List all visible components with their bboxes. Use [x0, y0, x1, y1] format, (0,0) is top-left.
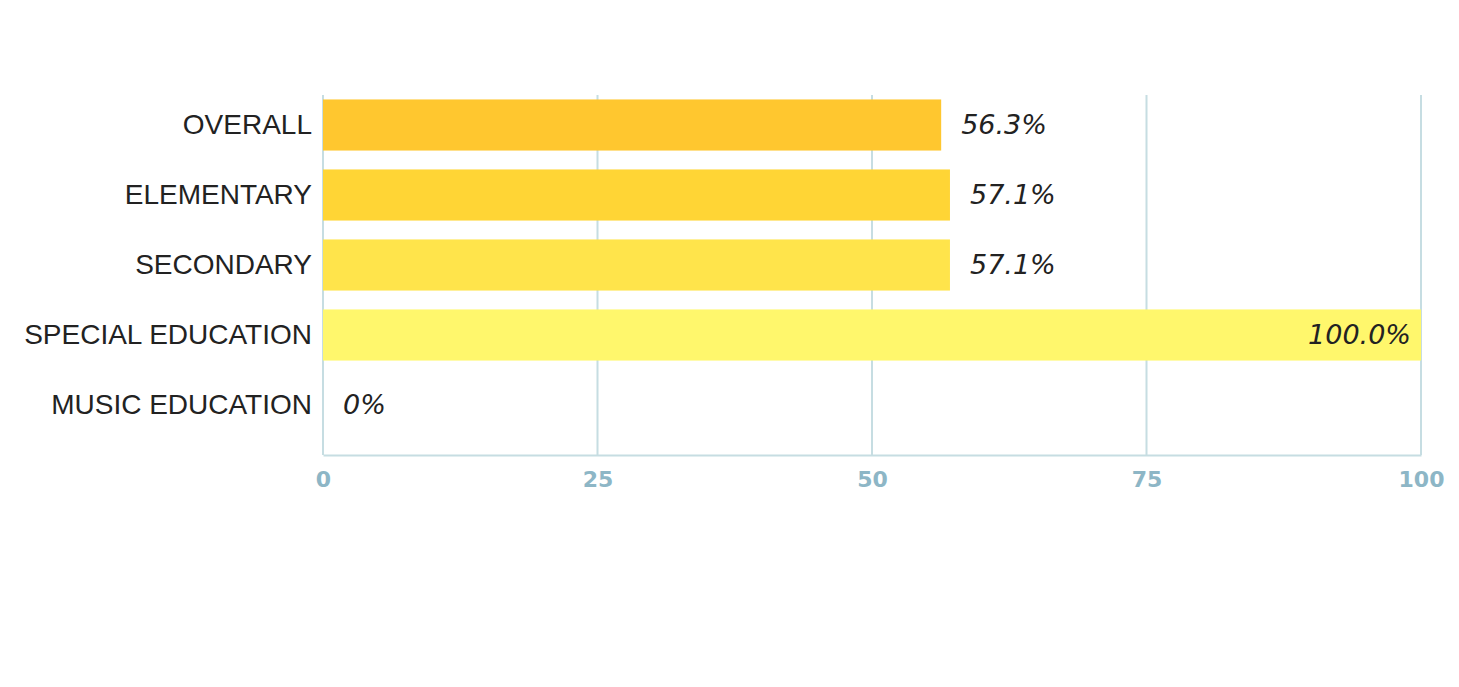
tick-label: 100 [1399, 467, 1445, 492]
tick: SPECIAL EDUCATION [24, 319, 323, 350]
grid-line [1420, 95, 1422, 455]
data-label: 56.3% [961, 109, 1047, 140]
category-label: ELEMENTARY [125, 179, 313, 210]
tick: MUSIC EDUCATION [51, 389, 323, 420]
data-label: 57.1% [970, 249, 1056, 280]
data-label: 57.1% [970, 179, 1056, 210]
tick: 50 [857, 455, 888, 492]
tick-label: 50 [857, 467, 888, 492]
tick: ELEMENTARY [125, 179, 323, 210]
data-label: 0% [343, 389, 386, 420]
tick-label: 75 [1132, 467, 1163, 492]
category-axis: OVERALL ELEMENTARY SECONDARY SPECIAL EDUCAT… [24, 109, 323, 420]
tick: 100 [1399, 455, 1445, 492]
grid [323, 95, 1421, 455]
category-label: OVERALL [183, 109, 312, 140]
category-label: MUSIC EDUCATION [51, 389, 312, 420]
tick: 25 [583, 455, 614, 492]
grid-line [1146, 95, 1148, 455]
data-label: 100.0% [1308, 319, 1411, 350]
x-axis: 0 25 50 75 100 [316, 455, 1445, 492]
data-labels: 56.3% 57.1% 57.1% 100.0% 0% [343, 109, 1411, 420]
bars [323, 99, 1421, 360]
tick-label: 25 [583, 467, 614, 492]
tick-label: 0 [316, 467, 331, 492]
bar [323, 379, 324, 430]
bar [323, 309, 1421, 360]
axis-line [324, 455, 1422, 457]
bar [323, 169, 950, 220]
tick: OVERALL [183, 109, 323, 140]
tick: 0 [316, 455, 331, 492]
chart: 0 25 50 75 100 OVERALL ELEMENTARY SECONDARY SPEC… [0, 0, 1459, 687]
category-label: SECONDARY [135, 249, 312, 280]
bar [323, 239, 950, 290]
category-label: SPECIAL EDUCATION [24, 319, 312, 350]
bar [323, 99, 941, 150]
tick: SECONDARY [135, 249, 323, 280]
tick: 75 [1132, 455, 1163, 492]
